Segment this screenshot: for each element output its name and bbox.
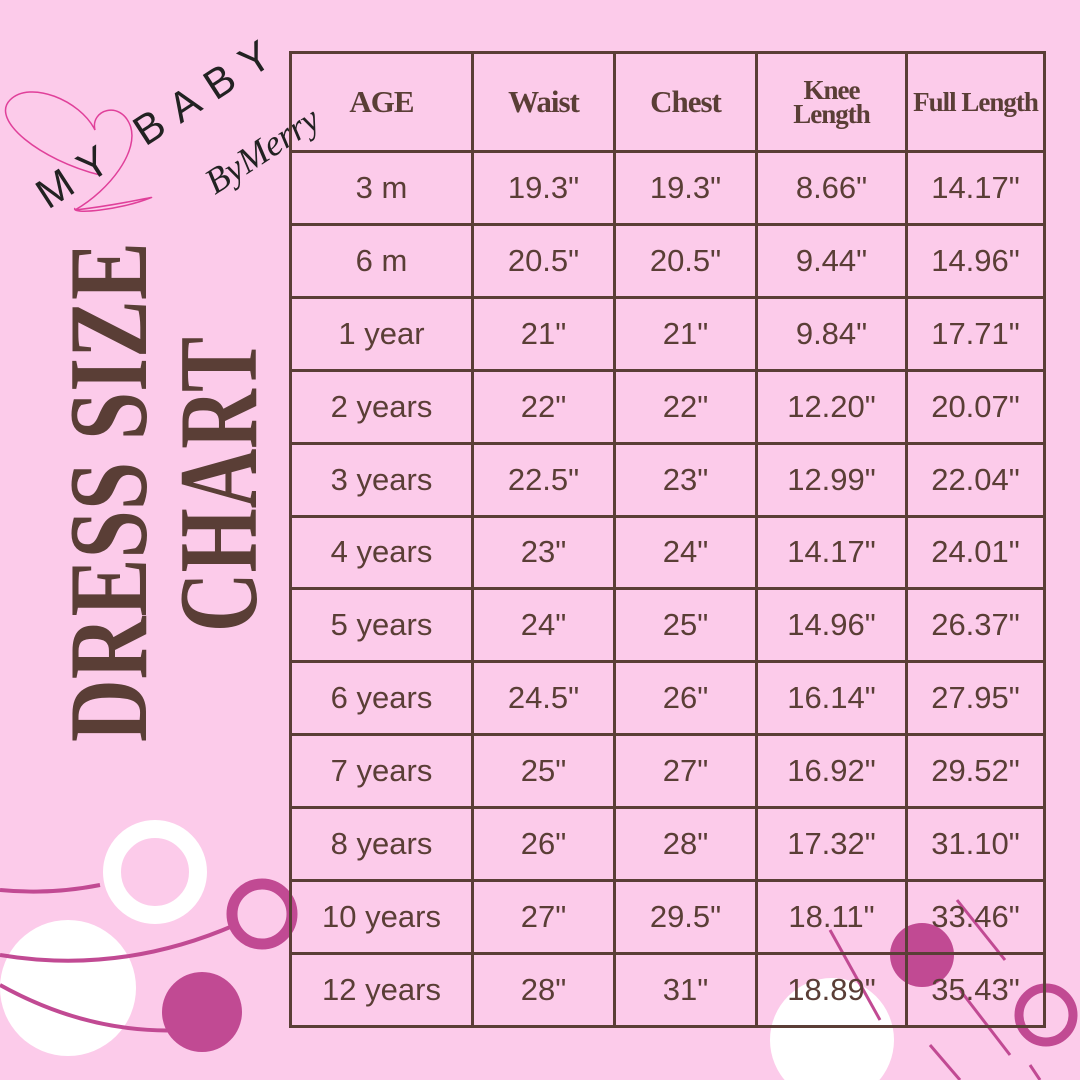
table-row: 4 years 23" 24" 14.17" 24.01" [289, 514, 1046, 591]
cell-age: 12 years [289, 951, 474, 1029]
cell-full-length: 24.01" [905, 514, 1046, 591]
cell-chest: 21" [613, 295, 758, 372]
cell-age: 6 years [289, 660, 474, 737]
cell-chest: 24" [613, 514, 758, 591]
size-chart-table: AGE Waist Chest Knee Length Full Length 3… [289, 51, 1046, 1029]
cell-chest: 25" [613, 587, 758, 664]
cell-waist: 26" [471, 806, 616, 883]
cell-waist: 20.5" [471, 222, 616, 299]
cell-chest: 19.3" [613, 150, 758, 226]
cell-waist: 22.5" [471, 441, 616, 518]
curve-line [0, 923, 236, 963]
header-knee-length: Knee Length [755, 51, 908, 153]
header-waist: Waist [471, 51, 616, 153]
cell-full-length: 26.37" [905, 587, 1046, 664]
magenta-circle [162, 972, 242, 1052]
cell-full-length: 35.43" [905, 951, 1046, 1029]
cell-waist: 19.3" [471, 150, 616, 226]
title-line-1: DRESS SIZE [47, 242, 171, 742]
cell-full-length: 29.52" [905, 733, 1046, 810]
header-knee-1: Knee [803, 75, 861, 105]
cell-age: 1 year [289, 295, 474, 372]
cell-waist: 22" [471, 368, 616, 445]
cell-chest: 31" [613, 951, 758, 1029]
cell-knee-length: 18.11" [755, 879, 908, 955]
diagonal-line [928, 1044, 962, 1080]
cell-full-length: 22.04" [905, 441, 1046, 518]
cell-full-length: 31.10" [905, 806, 1046, 883]
table-row: 3 m 19.3" 19.3" 8.66" 14.17" [289, 150, 1046, 226]
title-line-2: CHART [157, 337, 281, 632]
cell-knee-length: 8.66" [755, 150, 908, 226]
cell-age: 6 m [289, 222, 474, 299]
cell-chest: 27" [613, 733, 758, 810]
cell-chest: 28" [613, 806, 758, 883]
logo: MY BABY ByMerry [4, 23, 327, 218]
cell-age: 2 years [289, 368, 474, 445]
table-row: 2 years 22" 22" 12.20" 20.07" [289, 368, 1046, 445]
table-row: 6 m 20.5" 20.5" 9.44" 14.96" [289, 222, 1046, 299]
cell-waist: 25" [471, 733, 616, 810]
cell-waist: 23" [471, 514, 616, 591]
heart-scribble [4, 91, 153, 212]
cell-knee-length: 9.44" [755, 222, 908, 299]
cell-knee-length: 12.20" [755, 368, 908, 445]
curve-line [0, 883, 101, 894]
header-row: AGE Waist Chest Knee Length Full Length [289, 51, 1046, 153]
table-row: 6 years 24.5" 26" 16.14" 27.95" [289, 660, 1046, 737]
table-row: 8 years 26" 28" 17.32" 31.10" [289, 806, 1046, 883]
cell-knee-length: 18.89" [755, 951, 908, 1029]
cell-waist: 27" [471, 879, 616, 955]
cell-age: 5 years [289, 587, 474, 664]
cell-waist: 24.5" [471, 660, 616, 737]
table-row: 3 years 22.5" 23" 12.99" 22.04" [289, 441, 1046, 518]
cell-waist: 28" [471, 951, 616, 1029]
diagonal-line [1028, 1064, 1042, 1080]
white-ring [103, 820, 207, 924]
table-row: 5 years 24" 25" 14.96" 26.37" [289, 587, 1046, 664]
table-row: 10 years 27" 29.5" 18.11" 33.46" [289, 879, 1046, 955]
cell-knee-length: 16.92" [755, 733, 908, 810]
cell-full-length: 17.71" [905, 295, 1046, 372]
cell-age: 3 years [289, 441, 474, 518]
cell-full-length: 14.96" [905, 222, 1046, 299]
cell-full-length: 20.07" [905, 368, 1046, 445]
cell-knee-length: 17.32" [755, 806, 908, 883]
cell-knee-length: 14.96" [755, 587, 908, 664]
table-row: 7 years 25" 27" 16.92" 29.52" [289, 733, 1046, 810]
curve-line [0, 983, 186, 1033]
header-full-length: Full Length [905, 51, 1046, 153]
cell-waist: 21" [471, 295, 616, 372]
logo-line-1: MY BABY [27, 23, 291, 217]
cell-age: 3 m [289, 150, 474, 226]
cell-waist: 24" [471, 587, 616, 664]
cell-age: 7 years [289, 733, 474, 810]
cell-chest: 22" [613, 368, 758, 445]
cell-full-length: 33.46" [905, 879, 1046, 955]
cell-full-length: 27.95" [905, 660, 1046, 737]
cell-knee-length: 9.84" [755, 295, 908, 372]
cell-full-length: 14.17" [905, 150, 1046, 226]
cell-knee-length: 16.14" [755, 660, 908, 737]
cell-age: 8 years [289, 806, 474, 883]
table-row: 12 years 28" 31" 18.89" 35.43" [289, 951, 1046, 1029]
cell-chest: 29.5" [613, 879, 758, 955]
table-row: 1 year 21" 21" 9.84" 17.71" [289, 295, 1046, 372]
cell-chest: 20.5" [613, 222, 758, 299]
cell-chest: 26" [613, 660, 758, 737]
header-knee-2: Length [793, 99, 871, 129]
header-age: AGE [289, 51, 474, 153]
cell-age: 4 years [289, 514, 474, 591]
cell-knee-length: 12.99" [755, 441, 908, 518]
cell-age: 10 years [289, 879, 474, 955]
cell-knee-length: 14.17" [755, 514, 908, 591]
header-chest: Chest [613, 51, 758, 153]
cell-chest: 23" [613, 441, 758, 518]
